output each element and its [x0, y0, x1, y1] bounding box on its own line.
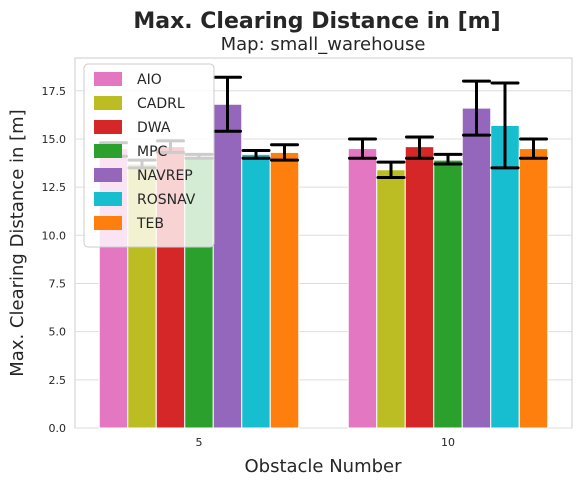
- chart-subtitle: Map: small_warehouse: [221, 34, 426, 55]
- y-tick-label: 5.0: [49, 326, 67, 339]
- legend-swatch-navrep: [94, 168, 122, 182]
- legend-label-teb: TEB: [136, 216, 164, 232]
- y-tick-label: 2.5: [49, 374, 67, 387]
- legend-swatch-teb: [94, 216, 122, 230]
- y-tick-label: 12.5: [42, 181, 67, 194]
- y-tick-label: 10.0: [42, 229, 67, 242]
- legend-label-dwa: DWA: [137, 120, 171, 136]
- bar-mpc-10: [433, 159, 463, 429]
- legend-swatch-dwa: [94, 120, 122, 134]
- y-tick-label: 7.5: [49, 277, 67, 290]
- legend-label-aio: AIO: [137, 72, 162, 88]
- legend-label-cadrl: CADRL: [137, 96, 185, 112]
- y-tick-label: 15.0: [42, 133, 67, 146]
- chart-title: Max. Clearing Distance in [m]: [133, 9, 500, 34]
- x-axis-label: Obstacle Number: [244, 456, 402, 477]
- bar-navrep-5: [212, 103, 243, 429]
- legend-swatch-aio: [94, 72, 122, 86]
- x-tick-label: 5: [196, 436, 203, 449]
- bar-rosnav-5: [241, 153, 271, 429]
- legend-swatch-mpc: [94, 144, 122, 158]
- y-tick-label: 17.5: [42, 85, 67, 98]
- x-tick-label: 10: [441, 436, 455, 449]
- bar-aio-10: [347, 148, 378, 429]
- bar-teb-10: [518, 148, 549, 429]
- y-tick-label: 0.0: [49, 422, 67, 435]
- bar-cadrl-10: [376, 169, 406, 429]
- bar-teb-5: [269, 151, 300, 429]
- y-tick-labels: 0.0 2.5 5.0 7.5 10.0 12.5 15.0 17.5: [42, 85, 67, 435]
- legend-label-navrep: NAVREP: [137, 168, 193, 184]
- legend-swatch-cadrl: [94, 96, 122, 110]
- legend-swatch-rosnav: [94, 192, 122, 206]
- x-tick-labels: 5 10: [196, 436, 456, 449]
- bar-dwa-10: [404, 146, 435, 429]
- y-axis-label: Max. Clearing Distance in [m]: [7, 109, 28, 376]
- bar-navrep-10: [461, 107, 492, 429]
- legend-label-rosnav: ROSNAV: [137, 192, 196, 208]
- legend-label-mpc: MPC: [137, 144, 168, 160]
- legend: AIO CADRL DWA MPC NAVREP ROSNAV TEB: [83, 63, 215, 248]
- bar-rosnav-10: [490, 124, 520, 429]
